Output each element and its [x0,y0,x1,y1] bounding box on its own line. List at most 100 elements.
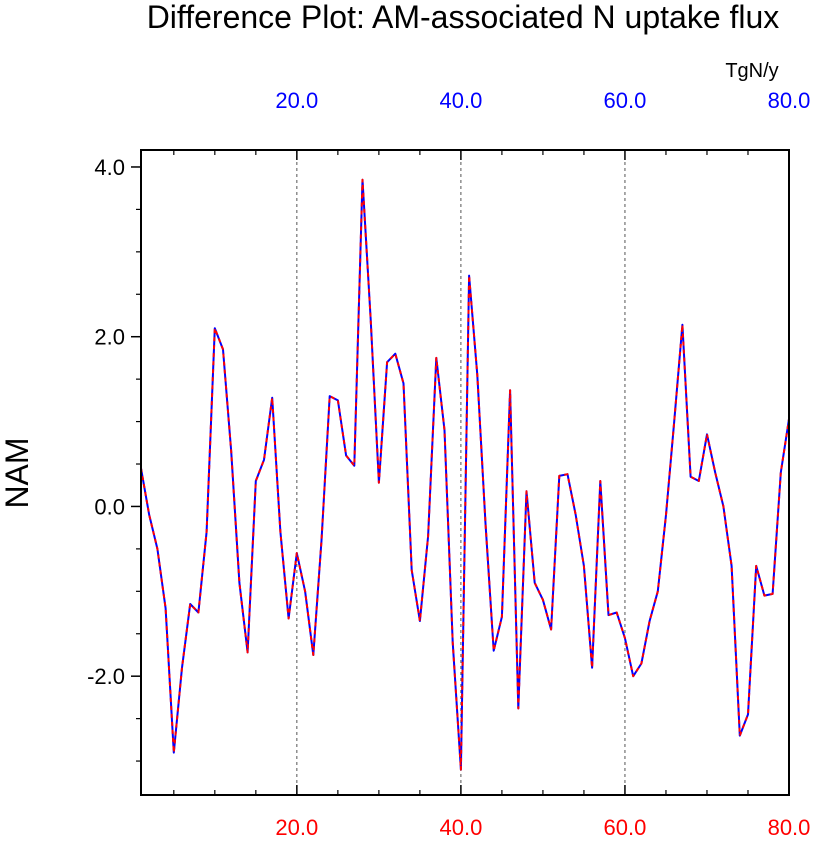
x-tick-label-top: 80.0 [768,88,811,113]
data-point [551,629,552,630]
data-point [329,396,330,397]
data-point [715,472,716,473]
data-point [190,604,191,605]
data-point [354,465,355,466]
data-point [600,481,601,482]
data-point [378,482,379,483]
series-line-solid [140,178,790,771]
data-point [739,735,740,736]
data-point [223,349,224,350]
data-point [501,616,502,617]
data-point [707,434,708,435]
x-tick-label-top: 60.0 [604,88,647,113]
data-point [633,676,634,677]
data-point [657,591,658,592]
data-point [616,612,617,613]
x-tick-label-bottom: 40.0 [439,815,482,840]
data-point [255,481,256,482]
data-point [510,390,511,391]
data-point [559,475,560,476]
data-point [436,357,437,358]
data-point [198,612,199,613]
data-point [649,621,650,622]
x-tick-label-bottom: 60.0 [604,815,647,840]
data-point [280,531,281,532]
data-point [477,374,478,375]
data-point [780,472,781,473]
data-point [493,650,494,651]
data-point [149,514,150,515]
data-point [567,474,568,475]
plot-frame [140,149,790,796]
data-point [370,319,371,320]
data-point [469,275,470,276]
data-point [411,570,412,571]
data-point [756,565,757,566]
x-tick-label-bottom: 80.0 [768,815,811,840]
data-point [452,642,453,643]
data-point [182,667,183,668]
data-point [772,593,773,594]
data-point [666,514,667,515]
data-point [419,621,420,622]
data-point [624,638,625,639]
x-tick-label-bottom: 20.0 [275,815,318,840]
y-tick-label: 0.0 [94,494,125,519]
series-layer [140,178,790,771]
data-point [583,565,584,566]
data-point [346,455,347,456]
data-point [214,328,215,329]
data-point [542,599,543,600]
data-point [575,514,576,515]
data-point [723,506,724,507]
data-point [698,481,699,482]
data-point [272,397,273,398]
data-point [173,752,174,753]
data-point [313,655,314,656]
data-point [518,708,519,709]
top-axis-unit: TgN/y [725,60,778,82]
gridlines [296,150,626,795]
chart-title: Difference Plot: AM-associated N uptake … [147,0,780,35]
y-tick-label: 4.0 [94,155,125,180]
tick-labels: 20.0 20.0 40.0 40.0 60.0 60.0 80.0 80.0 -2.0 0.0 2… [87,88,810,840]
y-tick-label: 2.0 [94,325,125,350]
data-point [305,591,306,592]
data-point [288,618,289,619]
data-point [608,615,609,616]
x-tick-label-top: 40.0 [439,88,482,113]
y-axis-label: NAM [0,437,35,508]
data-point [239,582,240,583]
data-point [731,565,732,566]
data-point [321,540,322,541]
data-point [592,667,593,668]
data-point [641,663,642,664]
data-point [264,459,265,460]
data-point [428,536,429,537]
x-tick-label-top: 20.0 [275,88,318,113]
data-point [690,476,691,477]
data-point [444,430,445,431]
data-point [165,608,166,609]
data-point [387,362,388,363]
y-tick-label: -2.0 [87,664,125,689]
data-point [534,582,535,583]
data-point [485,523,486,524]
data-point [682,324,683,325]
data-point [231,451,232,452]
data-point [748,714,749,715]
data-point [526,491,527,492]
data-point [247,652,248,653]
data-point [337,400,338,401]
data-point [764,595,765,596]
data-point [395,353,396,354]
data-point [403,383,404,384]
series-line-dashed [140,178,790,771]
data-point [206,531,207,532]
data-point [674,421,675,422]
data-point [157,548,158,549]
data-point [362,179,363,180]
data-point [296,553,297,554]
data-point [460,769,461,770]
